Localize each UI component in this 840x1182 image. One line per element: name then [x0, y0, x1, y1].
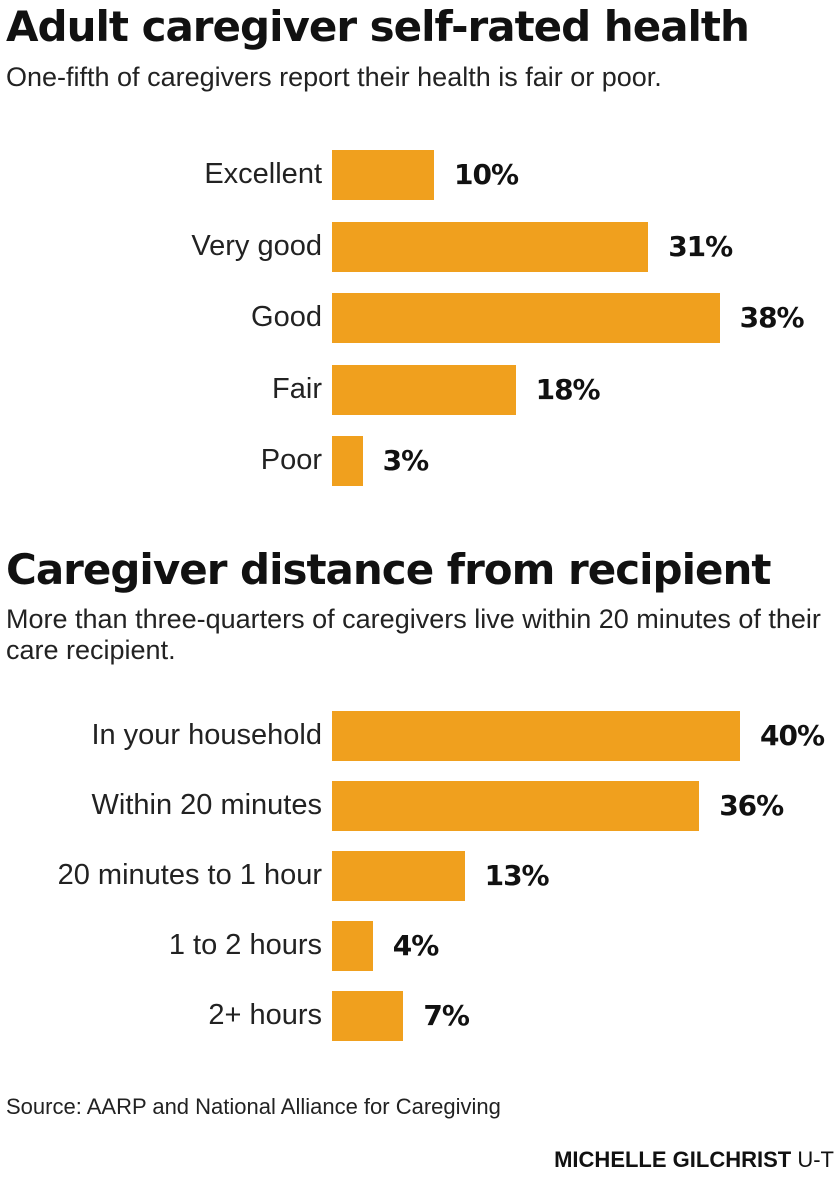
bar-row: 1 to 2 hours 4%	[0, 921, 840, 971]
credit: MICHELLE GILCHRIST U-T	[554, 1147, 834, 1173]
category-label: Poor	[260, 444, 322, 476]
value-label: 18%	[535, 372, 601, 406]
source-note: Source: AARP and National Alliance for C…	[6, 1094, 501, 1119]
category-label: 2+ hours	[208, 999, 322, 1031]
bar-row: Fair 18%	[0, 364, 840, 415]
value-label: 3%	[382, 444, 430, 477]
chart-1-title: Adult caregiver self-rated health	[6, 2, 750, 51]
category-label: Very good	[191, 229, 322, 262]
bar-row: Poor 3%	[0, 436, 840, 486]
category-label: Excellent	[204, 158, 322, 190]
bar	[332, 221, 649, 272]
bar	[332, 781, 700, 831]
value-label: 13%	[484, 859, 550, 892]
bar-row: 20 minutes to 1 hour 13%	[0, 851, 840, 901]
chart-2-title: Caregiver distance from recipient	[6, 545, 771, 594]
bar	[332, 364, 516, 415]
value-label: 36%	[719, 789, 784, 822]
bar	[332, 293, 720, 343]
category-label: 20 minutes to 1 hour	[57, 859, 322, 891]
value-label: 40%	[760, 719, 825, 752]
category-label: Good	[251, 301, 322, 333]
value-label: 7%	[423, 999, 470, 1032]
chart-2-subtitle: More than three-quarters of caregivers l…	[6, 604, 821, 665]
category-label: Fair	[272, 372, 322, 405]
value-label: 4%	[392, 929, 440, 962]
bar-row: In your household 40%	[0, 711, 840, 761]
value-label: 38%	[739, 301, 805, 334]
bar	[332, 711, 740, 761]
bar-row: 2+ hours 7%	[0, 991, 840, 1041]
credit-org: U-T	[797, 1147, 834, 1172]
bar-row: Excellent 10%	[0, 150, 840, 200]
bar	[332, 150, 434, 200]
bar-row: Good 38%	[0, 293, 840, 343]
value-label: 31%	[668, 229, 733, 263]
bar-row: Very good 31%	[0, 221, 840, 272]
bar-row: Within 20 minutes 36%	[0, 781, 840, 831]
category-label: Within 20 minutes	[91, 789, 323, 821]
chart-1-subtitle: One-fifth of caregivers report their hea…	[6, 62, 662, 92]
category-label: In your household	[91, 719, 322, 751]
bar	[332, 436, 363, 486]
bar	[332, 991, 404, 1041]
category-label: 1 to 2 hours	[168, 929, 322, 961]
bar	[332, 851, 465, 901]
bar	[332, 921, 373, 971]
value-label: 10%	[454, 158, 519, 191]
credit-name: MICHELLE GILCHRIST	[554, 1147, 792, 1172]
